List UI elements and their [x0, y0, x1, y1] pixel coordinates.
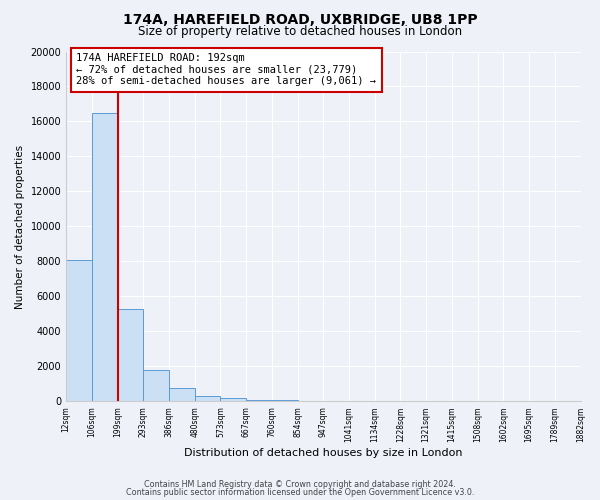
Bar [169, 388, 195, 402]
Bar [195, 396, 220, 402]
Bar [246, 400, 272, 402]
Text: Contains HM Land Registry data © Crown copyright and database right 2024.: Contains HM Land Registry data © Crown c… [144, 480, 456, 489]
Text: 174A HAREFIELD ROAD: 192sqm
← 72% of detached houses are smaller (23,779)
28% of: 174A HAREFIELD ROAD: 192sqm ← 72% of det… [76, 53, 376, 86]
Bar [143, 370, 169, 402]
Bar [66, 260, 92, 402]
Text: 174A, HAREFIELD ROAD, UXBRIDGE, UB8 1PP: 174A, HAREFIELD ROAD, UXBRIDGE, UB8 1PP [122, 12, 478, 26]
Y-axis label: Number of detached properties: Number of detached properties [15, 144, 25, 308]
Bar [272, 400, 298, 402]
Bar [92, 112, 118, 402]
Bar [220, 398, 246, 402]
Text: Size of property relative to detached houses in London: Size of property relative to detached ho… [138, 25, 462, 38]
X-axis label: Distribution of detached houses by size in London: Distribution of detached houses by size … [184, 448, 463, 458]
Bar [118, 308, 143, 402]
Text: Contains public sector information licensed under the Open Government Licence v3: Contains public sector information licen… [126, 488, 474, 497]
